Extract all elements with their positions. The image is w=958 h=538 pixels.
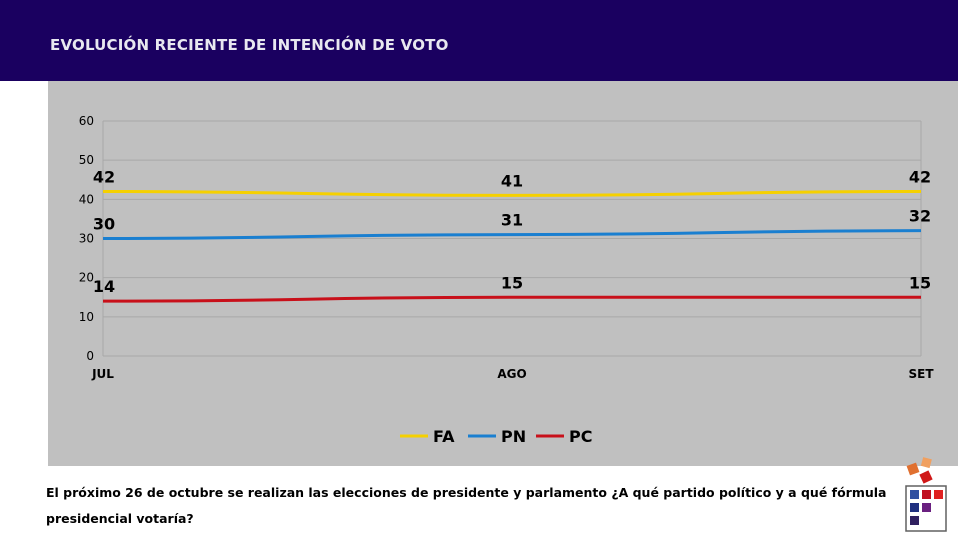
legend-label: PC (569, 427, 592, 446)
y-tick-label: 50 (79, 153, 94, 167)
data-label: 42 (93, 168, 115, 187)
data-label: 15 (909, 273, 931, 292)
y-tick-label: 0 (86, 349, 94, 363)
company-logo (905, 457, 947, 532)
header-bar: EVOLUCIÓN RECIENTE DE INTENCIÓN DE VOTO (0, 0, 958, 81)
legend-label: FA (433, 427, 455, 446)
x-tick-label: JUL (91, 367, 114, 381)
series-line-pn (102, 229, 922, 240)
data-label: 31 (501, 211, 523, 230)
y-tick-label: 20 (79, 271, 94, 285)
data-label: 15 (501, 273, 523, 292)
series-line-pc (102, 295, 921, 303)
page-title: EVOLUCIÓN RECIENTE DE INTENCIÓN DE VOTO (50, 36, 449, 54)
legend-label: PN (501, 427, 526, 446)
data-label: 42 (909, 168, 931, 187)
line-chart: 0 10 20 30 40 50 60 JUL AGO SET 42 41 42 30 31 32 14 15 15… (79, 114, 935, 446)
y-tick-label: 60 (79, 114, 94, 128)
y-tick-label: 30 (79, 232, 94, 246)
survey-question: El próximo 26 de octubre se realizan las… (46, 485, 887, 526)
y-tick-label: 10 (79, 310, 94, 324)
y-tick-label: 40 (79, 192, 94, 206)
data-label: 32 (909, 207, 931, 226)
chart-panel: 0 10 20 30 40 50 60 JUL AGO SET 42 41 42 30 31 32 14 15 15… (48, 81, 958, 466)
x-tick-label: SET (908, 367, 934, 381)
data-label: 41 (501, 171, 523, 190)
series-line-fa (102, 190, 922, 197)
x-tick-label: AGO (497, 367, 526, 381)
data-label: 14 (93, 277, 115, 296)
data-label: 30 (93, 215, 115, 234)
